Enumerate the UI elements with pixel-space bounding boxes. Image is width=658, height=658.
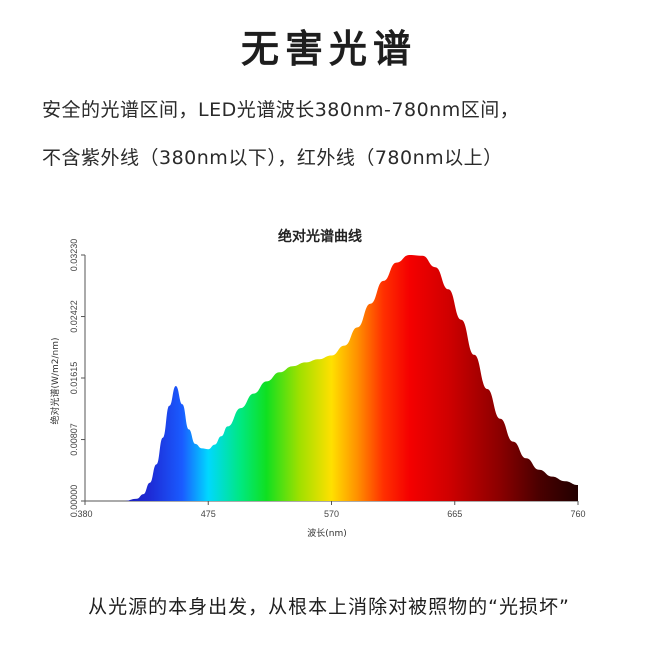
x-tick-label: 570	[324, 509, 339, 519]
y-tick-label: 0.03230	[69, 239, 79, 272]
chart-plot-area	[85, 255, 578, 501]
chart-title: 绝对光谱曲线	[278, 228, 362, 245]
x-tick-label: 760	[570, 509, 585, 519]
spectrum-chart: 绝对光谱曲线 380 475 570 665 760 0.00000 0.00807 0.01…	[49, 228, 586, 539]
chart-ticks: 380 475 570 665 760 0.00000 0.00807 0.01615 0.02…	[69, 239, 586, 519]
x-tick-label: 665	[447, 509, 462, 519]
page-headline: 无害光谱	[240, 27, 417, 71]
y-tick-label: 0.01615	[69, 362, 79, 395]
description-line-1: 安全的光谱区间，LED光谱波长380nm-780nm区间，	[42, 99, 520, 121]
y-tick-label: 0.02422	[69, 300, 79, 333]
y-tick-label: 0.00000	[69, 485, 79, 518]
description-line-2: 不含紫外线（380nm以下），红外线（780nm以上）	[42, 147, 503, 169]
footer-caption: 从光源的本身出发，从根本上消除对被照物的“光损坏”	[88, 596, 570, 618]
x-tick-label: 475	[201, 509, 216, 519]
spectrum-area	[85, 255, 578, 501]
x-axis-label: 波长(nm)	[307, 527, 347, 539]
y-axis-label: 绝对光谱(W/m2/nm)	[49, 338, 61, 425]
x-tick-label: 380	[77, 509, 92, 519]
y-tick-label: 0.00807	[69, 423, 79, 456]
